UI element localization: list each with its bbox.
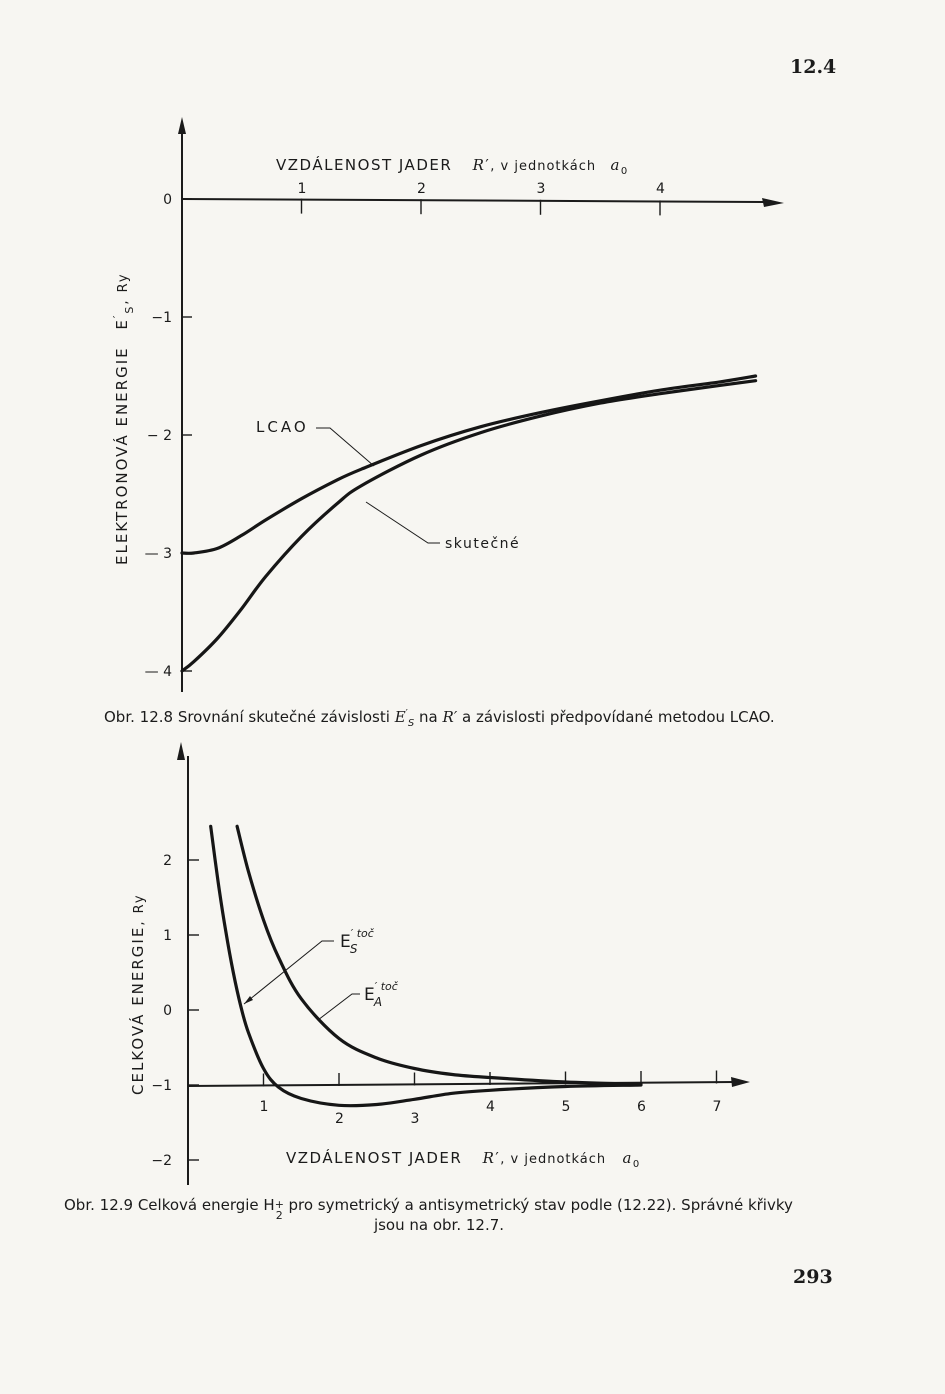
label-ea-sup: ′ toč <box>375 980 399 993</box>
x-tick-label: 7 <box>713 1099 722 1115</box>
leader-lcao <box>316 427 375 467</box>
section-number: 12.4 <box>790 56 837 78</box>
caption-symbol-prime: ′ <box>405 708 408 719</box>
label-ea-symbol: E <box>364 985 375 1005</box>
y-tick-label: −2 <box>151 1153 172 1169</box>
y-tick-label: −1 <box>151 310 172 326</box>
x-tick-label: 5 <box>562 1099 571 1115</box>
x-axis-label-prime: ′ <box>485 156 490 174</box>
curve-es-tot <box>209 824 643 1108</box>
leader-skutecne <box>365 501 440 544</box>
x-axis-line <box>187 1081 736 1087</box>
x-axis-label-main: VZDÁLENOST JADER <box>286 1148 462 1167</box>
x-tick-label: 4 <box>656 181 665 197</box>
x-axis-label-unit: a <box>610 156 620 174</box>
label-es-tot: E′ toč S <box>340 927 375 956</box>
caption-symbol: E <box>394 708 406 726</box>
label-es-symbol: E <box>340 932 351 952</box>
page-number: 293 <box>793 1266 833 1288</box>
y-tick-label: − 2 <box>147 428 172 444</box>
arrow-es <box>244 996 253 1004</box>
x-axis-label: VZDÁLENOST JADER R′, v jednotkách a0 <box>286 1148 641 1170</box>
y-axis-label-prime: ′ <box>111 314 124 319</box>
curve-skutecne <box>180 379 758 673</box>
y-axis-label-main: CELKOVÁ ENERGIE <box>128 926 147 1095</box>
x-tick-label: 3 <box>537 181 546 197</box>
y-axis-label-rest: , Ry <box>132 893 147 925</box>
x-tick-label: 1 <box>298 181 307 197</box>
caption-text: Obr. 12.8 Srovnání skutečné závislosti <box>104 708 395 726</box>
curve-ea-tot <box>235 824 643 1086</box>
label-lcao: LCAO <box>256 418 309 436</box>
caption-ion-sub: 2 <box>275 1209 283 1222</box>
caption-ion-sup: + <box>274 1198 284 1211</box>
y-axis-label-symbol: E <box>113 318 131 329</box>
x-axis-label-unit: a <box>622 1149 632 1167</box>
label-es-sup: ′ toč <box>351 927 375 940</box>
y-ticks: 2 1 0 −1 −2 <box>151 853 199 1169</box>
x-axis-arrow <box>731 1077 750 1087</box>
y-tick-label: 2 <box>163 853 172 869</box>
x-tick-label: 6 <box>637 1099 646 1115</box>
label-es-sub: S <box>350 942 358 956</box>
x-axis-label-unit-sub: 0 <box>633 1159 641 1170</box>
y-tick-label: 0 <box>163 1003 172 1019</box>
leader-es <box>243 940 334 1005</box>
x-axis-arrow <box>762 198 784 207</box>
curves <box>209 824 643 1108</box>
x-axis-label-rest: , v jednotkách <box>500 1152 606 1167</box>
y-tick-label: −1 <box>151 1078 172 1094</box>
caption-text-rest: pro symetrický a antisymetrický stav pod… <box>283 1196 793 1214</box>
x-axis-label-main: VZDÁLENOST JADER <box>276 155 452 174</box>
figure-12-9-caption: Obr. 12.9 Celková energie H +2 pro symetr… <box>64 1195 894 1235</box>
caption-symbol-sub: S <box>407 718 415 729</box>
x-tick-label: 2 <box>417 181 426 197</box>
y-axis-label-sub: S <box>123 305 136 314</box>
x-axis-label-symbol: R <box>482 1149 496 1167</box>
x-ticks: 1 2 3 4 5 6 7 <box>260 1070 722 1127</box>
axes <box>177 742 750 1185</box>
x-axis-label-symbol: R <box>472 156 486 174</box>
y-axis-arrow <box>178 117 186 134</box>
x-axis-label-unit-sub: 0 <box>621 166 629 177</box>
caption-line-2: jsou na obr. 12.7. <box>373 1216 505 1234</box>
x-axis-label-rest: , v jednotkách <box>490 159 596 174</box>
axes <box>178 117 784 692</box>
x-axis-label-prime: ′ <box>495 1149 500 1167</box>
caption-text-middle: na <box>414 708 443 726</box>
label-ea-tot: E′ toč A <box>364 980 399 1009</box>
figure-12-8-caption: Obr. 12.8 Srovnání skutečné závislosti E… <box>104 704 775 734</box>
curves <box>180 374 758 673</box>
caption-text-suffix: a závislosti předpovídané metodou LCAO. <box>457 708 775 726</box>
y-tick-label: — 4 <box>145 664 172 680</box>
y-axis-label: ELEKTRONOVÁ ENERGIE E′S, Ry <box>111 272 136 565</box>
x-tick-label: 2 <box>335 1111 344 1127</box>
y-axis-label-main: ELEKTRONOVÁ ENERGIE <box>112 346 131 565</box>
label-ea-sub: A <box>373 995 382 1009</box>
x-tick-label: 1 <box>260 1099 269 1115</box>
x-axis-line <box>181 198 769 203</box>
y-axis-arrow <box>177 742 185 760</box>
x-tick-label: 3 <box>411 1111 420 1127</box>
leader-ea <box>317 993 360 1021</box>
y-tick-label: 0 <box>163 192 172 208</box>
caption-ion: +2 <box>275 1198 284 1222</box>
curve-lcao <box>180 374 758 555</box>
x-ticks: 1 2 3 4 <box>298 181 665 216</box>
y-tick-label: 1 <box>163 928 172 944</box>
chart-total-energy: 1 2 3 4 5 6 7 2 1 0 −1 −2 VZDÁLENOST JADER R′, v j… <box>128 742 750 1185</box>
caption-text: Obr. 12.9 Celková energie H <box>64 1196 275 1214</box>
y-axis-label: CELKOVÁ ENERGIE, Ry <box>128 893 147 1095</box>
x-tick-label: 4 <box>486 1099 495 1115</box>
label-skutecne: skutečné <box>445 536 520 552</box>
y-tick-label: — 3 <box>145 546 172 562</box>
x-axis-label: VZDÁLENOST JADER R′, v jednotkách a0 <box>276 155 629 177</box>
caption-r-symbol: R′ <box>442 708 458 726</box>
y-axis-label-rest: , Ry <box>116 272 131 304</box>
y-ticks: 0 −1 − 2 — 3 — 4 <box>145 192 192 680</box>
